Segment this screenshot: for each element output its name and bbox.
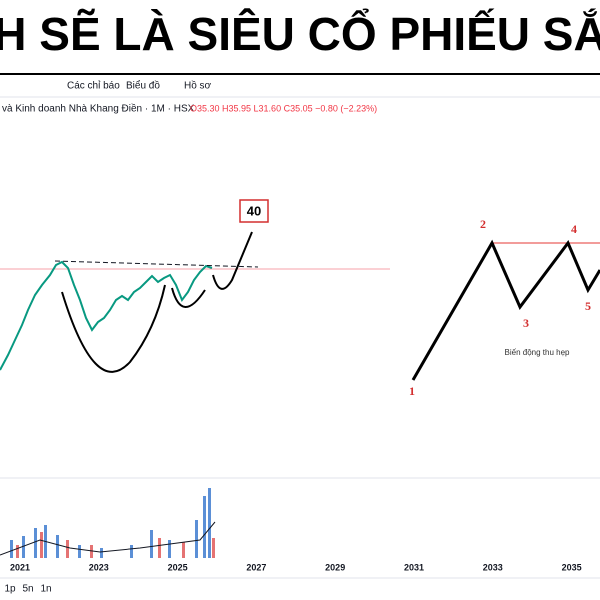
price-trace xyxy=(0,260,213,371)
x-tick-label: 2025 xyxy=(168,562,188,572)
breakout-curve xyxy=(212,231,253,290)
x-tick-label: 2021 xyxy=(10,562,30,572)
range-button[interactable]: 1p xyxy=(4,584,16,595)
ticker-name: và Kinh doanh Nhà Khang Điền · 1M · HSX xyxy=(2,103,195,115)
wave-label: 3 xyxy=(523,316,529,330)
x-tick-label: 2029 xyxy=(325,562,345,572)
bottom-bar: 1p 5n 1n xyxy=(4,584,51,595)
cup-curve xyxy=(61,284,166,373)
x-tick-label: 2035 xyxy=(562,562,582,572)
range-button[interactable]: 1n xyxy=(40,584,51,595)
target-box xyxy=(239,199,269,223)
wave-label: 2 xyxy=(480,217,486,231)
x-tick-label: 2023 xyxy=(89,562,109,572)
x-tick-label: 2031 xyxy=(404,562,424,572)
toolbar: Các chỉ báo Biểu đồ Hồ sơ xyxy=(0,80,600,98)
target-label: 40 xyxy=(247,203,261,218)
range-button[interactable]: 5n xyxy=(22,584,33,595)
x-axis: 2021 2023 2025 2027 2029 2031 2033 2035 xyxy=(10,562,582,572)
volume-bars-red xyxy=(16,532,215,558)
wave-path xyxy=(411,239,600,381)
volume-bars xyxy=(10,488,211,558)
volume-ma xyxy=(0,521,216,556)
wave-label: 5 xyxy=(585,299,591,313)
toolbar-indicators[interactable]: Các chỉ báo xyxy=(67,80,120,92)
banner-title: H SẼ LÀ SIÊU CỔ PHIẾU SẮ xyxy=(0,8,600,60)
ticker-ohlc: O35.30 H35.95 L31.60 C35.05 −0.80 (−2.23… xyxy=(190,103,377,113)
x-tick-label: 2027 xyxy=(246,562,266,572)
wave-label: 1 xyxy=(409,384,415,398)
wave-label: 4 xyxy=(571,222,577,236)
resistance-line xyxy=(54,260,259,268)
toolbar-profile[interactable]: Hồ sơ xyxy=(184,80,212,92)
wave-note: Biến động thu hẹp xyxy=(505,348,570,357)
toolbar-chart[interactable]: Biểu đồ xyxy=(126,80,160,92)
handle-curve xyxy=(171,287,206,308)
x-tick-label: 2033 xyxy=(483,562,503,572)
